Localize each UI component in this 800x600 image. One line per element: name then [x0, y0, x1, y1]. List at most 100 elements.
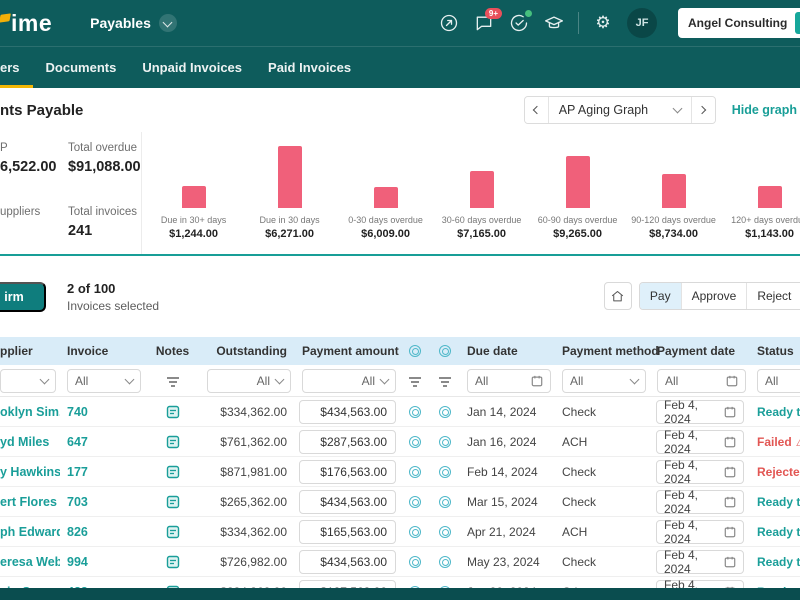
payment-amount-input[interactable]: $165,563.00: [299, 520, 396, 544]
col-invoice[interactable]: Invoice: [60, 344, 145, 358]
invoice-link[interactable]: 647: [60, 435, 145, 449]
invoice-link[interactable]: 826: [60, 525, 145, 539]
payment-date-input[interactable]: Feb 4, 2024: [656, 550, 744, 574]
supplier-link[interactable]: oklyn Sim..: [0, 405, 60, 419]
table-row[interactable]: eresa Webb 994 $726,982.00 $434,563.00 M…: [0, 547, 800, 577]
chart-bar[interactable]: [470, 171, 494, 208]
payment-amount-filter[interactable]: All: [302, 369, 396, 393]
chart-bar[interactable]: [758, 186, 782, 208]
settings-gear-icon[interactable]: ⚙: [592, 12, 614, 34]
tasks-icon[interactable]: [508, 12, 530, 34]
supplier-link[interactable]: yd Miles: [0, 435, 60, 449]
due-date-filter[interactable]: All: [467, 369, 551, 393]
chart-bar[interactable]: [566, 156, 590, 208]
credit-cell[interactable]: [430, 556, 460, 568]
payment-date-input[interactable]: Feb 4, 2024: [656, 520, 744, 544]
invoice-link[interactable]: 177: [60, 465, 145, 479]
chart-bar[interactable]: [662, 174, 686, 208]
col-due-date[interactable]: Due date: [460, 344, 555, 358]
payment-date-input[interactable]: Feb 4, 2024: [656, 430, 744, 454]
chart-bar[interactable]: [374, 187, 398, 208]
invoice-link[interactable]: 994: [60, 555, 145, 569]
supplier-filter[interactable]: [0, 369, 56, 393]
company-selector[interactable]: Angel Consulting Demo: [678, 8, 800, 38]
credit-cell[interactable]: [430, 436, 460, 448]
credit-cell[interactable]: [400, 496, 430, 508]
note-cell[interactable]: [145, 555, 200, 569]
col-payment-method[interactable]: Payment method: [555, 344, 650, 358]
avatar[interactable]: JF: [627, 8, 657, 38]
invoice-filter[interactable]: All: [67, 369, 141, 393]
col-notes[interactable]: Notes: [145, 344, 200, 358]
col-payment-date[interactable]: Payment date: [650, 344, 750, 358]
credit-cell[interactable]: [400, 436, 430, 448]
payment-date-input[interactable]: Feb 4, 2024: [656, 400, 744, 424]
credit-cell[interactable]: [400, 466, 430, 478]
bottom-bar: [0, 588, 800, 600]
nav-tab-unpaid-invoices[interactable]: Unpaid Invoices: [129, 47, 255, 88]
table-row[interactable]: ph Edwards 826 $334,362.00 $165,563.00 A…: [0, 517, 800, 547]
table-row[interactable]: oklyn Sim.. 740 $334,362.00 $434,563.00 …: [0, 397, 800, 427]
invoice-link[interactable]: 740: [60, 405, 145, 419]
payment-date-filter[interactable]: All: [657, 369, 746, 393]
approve-button[interactable]: Approve: [681, 283, 747, 309]
credit-cell[interactable]: [430, 496, 460, 508]
home-button[interactable]: [604, 282, 632, 310]
payment-amount-input[interactable]: $434,563.00: [299, 400, 396, 424]
module-switcher[interactable]: Payables: [90, 14, 177, 32]
supplier-link[interactable]: y Hawkins: [0, 465, 60, 479]
outstanding-filter[interactable]: All: [207, 369, 291, 393]
col-status[interactable]: Status: [750, 344, 800, 358]
col-credit-1[interactable]: [400, 345, 430, 357]
col-credit-2[interactable]: [430, 345, 460, 357]
credit-cell[interactable]: [400, 406, 430, 418]
credit-cell[interactable]: [430, 526, 460, 538]
note-cell[interactable]: [145, 465, 200, 479]
invoice-link[interactable]: 703: [60, 495, 145, 509]
nav-tab-suppliers[interactable]: ers: [0, 47, 33, 88]
credit-cell[interactable]: [430, 466, 460, 478]
payment-amount-input[interactable]: $434,563.00: [299, 550, 396, 574]
messages-icon[interactable]: 9+: [473, 12, 495, 34]
supplier-link[interactable]: ph Edwards: [0, 525, 60, 539]
brand-logo[interactable]: ime: [0, 10, 52, 37]
payment-amount-input[interactable]: $287,563.00: [299, 430, 396, 454]
quick-actions-icon[interactable]: [438, 12, 460, 34]
graph-next-button[interactable]: [691, 97, 715, 123]
credit-cell[interactable]: [400, 526, 430, 538]
table-row[interactable]: ert Flores 703 $265,362.00 $434,563.00 M…: [0, 487, 800, 517]
confirm-button[interactable]: irm: [0, 282, 46, 312]
payment-date-input[interactable]: Feb 4, 2024: [656, 490, 744, 514]
col-payment-amount[interactable]: Payment amount: [295, 344, 400, 358]
nav-tab-paid-invoices[interactable]: Paid Invoices: [255, 47, 364, 88]
note-cell[interactable]: [145, 435, 200, 449]
payment-method-filter[interactable]: All: [562, 369, 646, 393]
table-row[interactable]: yd Miles 647 $761,362.00 $287,563.00 Jan…: [0, 427, 800, 457]
graph-type-select[interactable]: AP Aging Graph: [549, 97, 691, 123]
credit-cell[interactable]: [400, 556, 430, 568]
credit-1-filter[interactable]: [400, 375, 430, 387]
reject-button[interactable]: Reject: [746, 283, 800, 309]
hide-graph-link[interactable]: Hide graph: [732, 103, 797, 117]
col-supplier[interactable]: pplier: [0, 344, 60, 358]
pay-button[interactable]: Pay: [640, 283, 681, 309]
col-outstanding[interactable]: Outstanding: [200, 344, 295, 358]
credit-2-filter[interactable]: [430, 375, 460, 387]
chart-bar[interactable]: [182, 186, 206, 208]
credit-cell[interactable]: [430, 406, 460, 418]
table-row[interactable]: y Hawkins 177 $871,981.00 $176,563.00 Fe…: [0, 457, 800, 487]
nav-tab-documents[interactable]: Documents: [33, 47, 130, 88]
payment-amount-input[interactable]: $176,563.00: [299, 460, 396, 484]
note-cell[interactable]: [145, 405, 200, 419]
payment-date-input[interactable]: Feb 4, 2024: [656, 460, 744, 484]
graph-prev-button[interactable]: [525, 97, 549, 123]
payment-amount-input[interactable]: $434,563.00: [299, 490, 396, 514]
supplier-link[interactable]: ert Flores: [0, 495, 60, 509]
note-cell[interactable]: [145, 495, 200, 509]
supplier-link[interactable]: eresa Webb: [0, 555, 60, 569]
learn-icon[interactable]: [543, 12, 565, 34]
chart-bar[interactable]: [278, 146, 302, 208]
note-cell[interactable]: [145, 525, 200, 539]
notes-filter[interactable]: [145, 375, 200, 387]
status-filter[interactable]: All: [757, 369, 800, 393]
